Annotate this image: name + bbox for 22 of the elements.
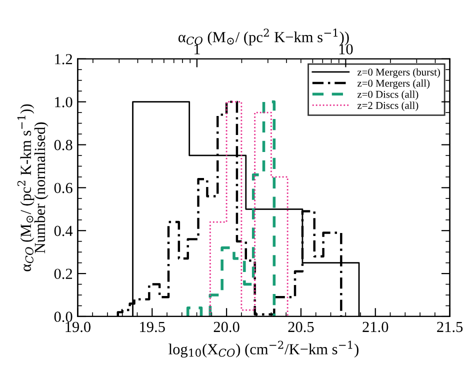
x-tick-label: 19.5 bbox=[140, 322, 165, 332]
text: α$_{CO}$ (M$_{⊙}$/ (pc$^{2}$ K-km s$^{−1}$)) Number (normalised) bbox=[17, 104, 48, 272]
legend-label: z=0 Mergers (all) bbox=[357, 79, 430, 89]
x2-tick-label: 1 bbox=[194, 44, 200, 54]
y-tick-label: 1.2 bbox=[55, 54, 72, 64]
x-tick-label: 20.0 bbox=[214, 322, 240, 332]
y-tick-label: 0.0 bbox=[54, 312, 72, 322]
x-tick-label: 19.0 bbox=[66, 322, 90, 332]
y-tick-label: 0.4 bbox=[54, 226, 73, 236]
legend-label: z=0 Discs (all) bbox=[357, 90, 418, 100]
x2-tick-label: 10 bbox=[339, 44, 353, 54]
legend-label: z=0 Mergers (burst) bbox=[357, 68, 440, 78]
text: α$_{CO}$ (M$_{⊙}$/ (pc$^{2}$ K−km s$^{−1}$)) bbox=[178, 28, 349, 46]
legend-label: z=2 Discs (all) bbox=[357, 102, 418, 112]
text: log$_{10}$(X$_{CO}$) (cm$^{−2}$/K−km s$^{−1}$) bbox=[168, 340, 358, 358]
x-tick-label: 21.0 bbox=[362, 322, 388, 332]
y-tick-label: 0.6 bbox=[54, 182, 72, 194]
y-tick-label: 1.0 bbox=[55, 96, 72, 108]
y-tick-label: 0.2 bbox=[54, 268, 72, 280]
x-tick-label: 20.5 bbox=[288, 322, 314, 332]
x-tick-label: 21.5 bbox=[437, 322, 463, 332]
y-tick-label: 0.8 bbox=[54, 140, 72, 150]
